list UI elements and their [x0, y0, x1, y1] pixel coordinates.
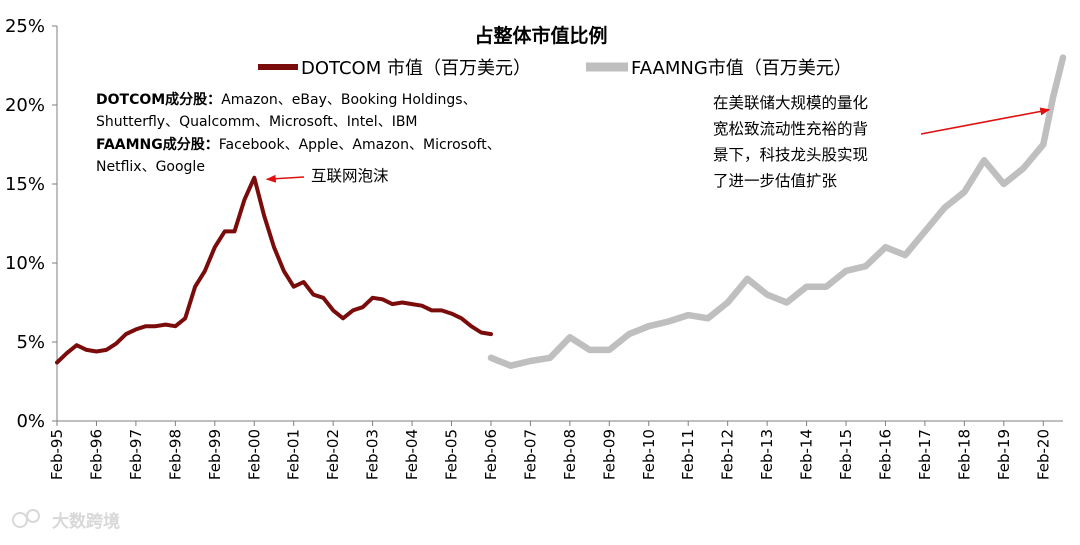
legend-label-dotcom: DOTCOM 市值（百万美元）	[301, 58, 531, 79]
series-line-faamng	[487, 54, 1067, 369]
faamng-components-line2: Netflix、Google	[96, 159, 205, 175]
annotation-text-line: 互联网泡沫	[311, 167, 389, 185]
annotation-1: 互联网泡沫	[265, 167, 389, 185]
watermark: 大数跨境	[12, 509, 120, 532]
x-tick-label: Feb-11	[679, 429, 697, 480]
y-ticks: 0% 5% 10% 15% 20% 25%	[5, 16, 57, 432]
y-tick-label: 10%	[5, 253, 45, 274]
annotation-text-line: 宽松致流动性充裕的背	[713, 120, 868, 138]
x-tick-label: Feb-18	[955, 429, 973, 480]
x-tick-label: Feb-97	[127, 429, 145, 480]
annotation-arrow	[920, 107, 1051, 135]
y-tick-label: 20%	[5, 95, 45, 116]
x-tick-label: Feb-06	[482, 429, 500, 480]
y-tick-label: 25%	[5, 16, 45, 37]
annotation-text-line: 在美联储大规模的量化	[713, 94, 868, 112]
x-tick-label: Feb-95	[48, 429, 66, 480]
x-tick-label: Feb-98	[166, 429, 184, 480]
x-tick-label: Feb-96	[87, 429, 105, 480]
x-tick-label: Feb-04	[403, 429, 421, 480]
x-tick-label: Feb-99	[206, 429, 224, 480]
x-tick-label: Feb-05	[443, 429, 461, 480]
dotcom-components-line1: DOTCOM成分股：Amazon、eBay、Booking Holdings、	[96, 91, 477, 108]
x-tick-label: Feb-15	[837, 429, 855, 480]
watermark-text: 大数跨境	[52, 511, 120, 532]
x-tick-label: Feb-19	[995, 429, 1013, 480]
y-tick-label: 0%	[16, 411, 45, 432]
annotation-arrow	[265, 174, 305, 183]
x-tick-label: Feb-13	[758, 429, 776, 480]
legend-label-faamng: FAAMNG市值（百万美元）	[631, 58, 852, 79]
x-ticks: Feb-95 Feb-96 Feb-97 Feb-98 Feb-99 Feb-00 Feb-…	[48, 421, 1052, 480]
dotcom-components-line2: Shutterfly、Qualcomm、Microsoft、Intel、IBM	[96, 114, 418, 130]
x-tick-label: Feb-09	[600, 429, 618, 480]
x-tick-label: Feb-00	[245, 429, 263, 480]
watermark-logo-icon	[12, 512, 28, 528]
y-tick-label: 15%	[5, 174, 45, 195]
series-line-dotcom	[55, 175, 493, 365]
dotcom-components-list1: Amazon、eBay、Booking Holdings、	[221, 92, 476, 108]
legend: DOTCOM 市值（百万美元） FAAMNG市值（百万美元）	[258, 58, 852, 79]
watermark-logo-icon-dot	[26, 509, 40, 523]
faamng-components-list1: Facebook、Apple、Amazon、Microsoft、	[219, 137, 501, 153]
chart-title: 占整体市值比例	[474, 24, 607, 47]
series-layer	[55, 54, 1067, 369]
annotation-layer: 互联网泡沫 在美联储大规模的量化宽松致流动性充裕的背景下，科技龙头股实现了进一步估…	[265, 94, 1051, 190]
y-tick-label: 5%	[16, 332, 45, 353]
annotation-text-line: 景下，科技龙头股实现	[713, 146, 868, 164]
x-tick-label: Feb-03	[364, 429, 382, 480]
dotcom-components-label: DOTCOM成分股：	[96, 91, 221, 108]
faamng-components-label: FAAMNG成分股：	[96, 136, 219, 153]
x-tick-label: Feb-12	[719, 429, 737, 480]
components-block: DOTCOM成分股：Amazon、eBay、Booking Holdings、 …	[96, 91, 501, 175]
x-tick-label: Feb-01	[285, 429, 303, 480]
x-tick-label: Feb-16	[876, 429, 894, 480]
x-tick-label: Feb-10	[640, 429, 658, 480]
x-tick-label: Feb-20	[1034, 429, 1052, 480]
x-tick-label: Feb-07	[521, 429, 539, 480]
x-tick-label: Feb-14	[798, 429, 816, 480]
annotation-text-line: 了进一步估值扩张	[713, 172, 838, 190]
x-tick-label: Feb-02	[324, 429, 342, 480]
x-tick-label: Feb-08	[561, 429, 579, 480]
faamng-components-line1: FAAMNG成分股：Facebook、Apple、Amazon、Microsof…	[96, 136, 501, 153]
x-tick-label: Feb-17	[916, 429, 934, 480]
